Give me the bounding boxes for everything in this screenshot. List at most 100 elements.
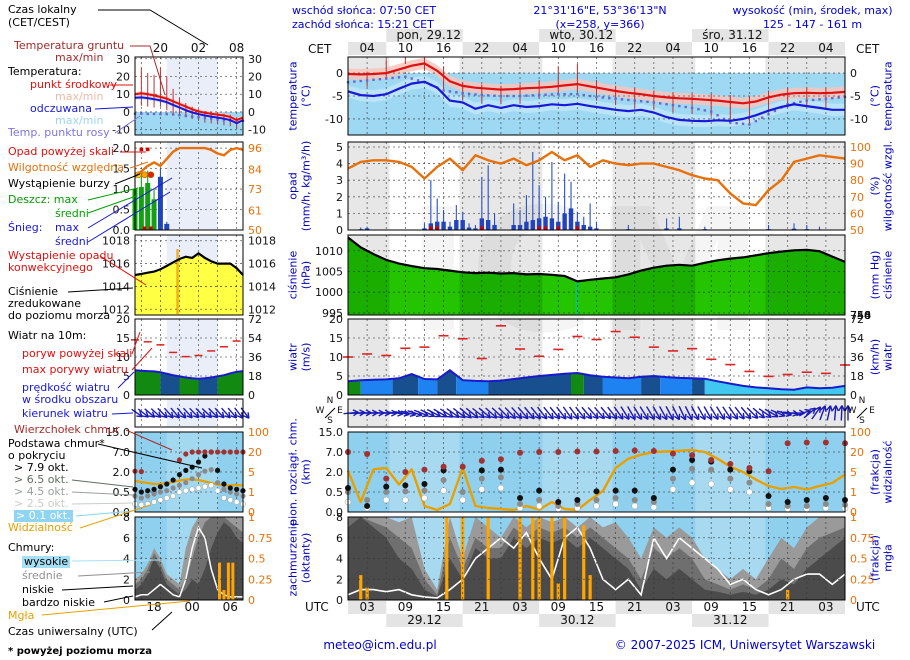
svg-text:1014: 1014 [248, 280, 276, 293]
svg-text:21: 21 [627, 600, 642, 614]
axis-left-wind-title: wiatr [286, 343, 300, 371]
axis-right-humidity-title: wilgotność wzgl. [881, 140, 895, 232]
utc-label-bottom-right: UTC [856, 600, 880, 614]
legend-okta-65: > 6.5 okt. [14, 473, 69, 486]
svg-text:20: 20 [329, 313, 343, 326]
axis-right-pressure-title: ciśnienie [881, 250, 895, 300]
svg-text:1: 1 [850, 511, 857, 524]
panel-clouds: 15.0 7.0 2.0 0.5 0.0 100 20 5 1 0 [319, 426, 872, 519]
legend-snow-max: max [55, 221, 79, 234]
legend-rain-mean: średni [55, 207, 89, 220]
svg-text:E: E [869, 406, 875, 416]
svg-text:2: 2 [336, 191, 343, 204]
legend-ground-maxmin: max/min [55, 51, 104, 64]
svg-text:10: 10 [704, 41, 719, 55]
svg-text:1.5: 1.5 [113, 163, 131, 176]
axis-left-temperature-unit: (°C) [299, 85, 313, 107]
svg-text:03: 03 [818, 600, 833, 614]
legend-temperature-header: Temperatura: [8, 65, 82, 78]
mini-panel-precipitation: 2.0 1.5 1.0 0.5 0.0 96 84 73 61 50 [113, 141, 262, 237]
axis-right-wind-title: wiatr [881, 343, 895, 371]
axis-left-temperature-title: temperatura [286, 61, 300, 131]
svg-text:00: 00 [185, 600, 200, 614]
svg-text:0.5: 0.5 [248, 553, 266, 566]
legend-pressure-3: do poziomu morza [8, 309, 111, 322]
mini-time-axis: 20 02 08 18 00 06 [146, 41, 244, 614]
svg-text:22: 22 [780, 41, 795, 55]
svg-text:0.0: 0.0 [113, 224, 131, 237]
mini-panel-temperature: 30 20 10 0 -10 30 20 10 0 -10 [112, 53, 266, 137]
legend-humidity: Wilgotność względna [8, 161, 125, 174]
svg-text:100: 100 [850, 141, 871, 154]
svg-text:0.25: 0.25 [248, 573, 273, 586]
svg-text:16: 16 [742, 41, 757, 55]
axis-left-pressure-title: ciśnienie [286, 250, 300, 300]
svg-text:1018: 1018 [248, 235, 276, 248]
legend-dew-point: Temp. punktu rosy [8, 126, 110, 139]
svg-text:15: 15 [589, 600, 604, 614]
svg-text:20: 20 [248, 446, 262, 459]
svg-text:72: 72 [850, 313, 864, 326]
legend-cloud-base-1: Podstawa chmur* [8, 437, 105, 450]
svg-text:7.0: 7.0 [113, 446, 131, 459]
svg-text:-5: -5 [850, 90, 861, 103]
svg-text:21: 21 [474, 600, 489, 614]
legend-precip-above-scale: Opad powyżej skali [8, 145, 114, 158]
legend-okta-45: > 4.5 okt. [14, 485, 69, 498]
svg-text:0: 0 [248, 106, 255, 119]
svg-text:995: 995 [322, 307, 343, 320]
svg-text:0.5: 0.5 [326, 486, 344, 499]
svg-text:08: 08 [229, 41, 244, 55]
legend-ground-temp: Temperatura gruntu [14, 39, 125, 52]
svg-text:0.5: 0.5 [113, 486, 131, 499]
cet-label-top-right: CET [856, 42, 880, 56]
svg-text:6: 6 [336, 532, 343, 545]
svg-text:03: 03 [512, 600, 527, 614]
legend-rain-max: Deszcz: max [8, 193, 78, 206]
svg-text:754: 754 [850, 309, 871, 322]
svg-text:60: 60 [850, 207, 864, 220]
svg-text:0: 0 [850, 67, 857, 80]
svg-text:W: W [316, 406, 325, 416]
legend-convective-1: Wystąpienie opadu [8, 249, 114, 262]
svg-text:5: 5 [336, 141, 343, 154]
svg-text:20: 20 [850, 446, 864, 459]
svg-text:10: 10 [116, 88, 130, 101]
svg-text:18: 18 [850, 370, 864, 383]
svg-text:-10: -10 [850, 113, 868, 126]
svg-text:2: 2 [336, 573, 343, 586]
mini-panel-wind: 20 15 10 5 0 72 54 36 18 0 [116, 313, 262, 402]
legend-wind10m: Wiatr na 10m: [8, 329, 87, 342]
svg-text:0: 0 [336, 224, 343, 237]
svg-text:0.5: 0.5 [850, 553, 868, 566]
svg-text:09: 09 [398, 600, 413, 614]
svg-text:0.25: 0.25 [850, 573, 875, 586]
svg-text:E: E [337, 406, 343, 416]
svg-text:30: 30 [116, 53, 130, 66]
panel-wind: 20 15 10 5 0 72 54 36 18 0 [329, 313, 864, 402]
legend-cloud-base-2: o pokryciu [8, 449, 66, 462]
legend-feels-like: odczuwana [30, 102, 92, 115]
axis-right-temperature-title: temperatura [881, 61, 895, 131]
grid-point: (x=258, y=366) [555, 18, 645, 31]
svg-text:0.0: 0.0 [326, 506, 344, 519]
svg-text:10: 10 [551, 41, 566, 55]
cet-label-top-left: CET [308, 42, 332, 56]
legend-cloud-top: Wierzchołek chmur [14, 423, 120, 436]
svg-text:6: 6 [123, 532, 130, 545]
legend-okta-01: > 0.1 okt. [14, 509, 73, 522]
svg-text:5: 5 [123, 370, 130, 383]
svg-text:-10: -10 [248, 124, 266, 137]
legend-storm: Wystąpienie burzy [8, 177, 110, 190]
panel-precipitation: 5 4 3 2 1 0 100 90 80 70 60 50 [336, 141, 871, 237]
svg-text:0: 0 [336, 594, 343, 607]
axis-left-pressure-unit: (hPa) [299, 260, 313, 290]
axis-right-temperature-unit: (°C) [868, 85, 882, 107]
svg-text:72: 72 [248, 313, 262, 326]
svg-text:04: 04 [818, 41, 833, 55]
svg-text:4: 4 [336, 158, 343, 171]
svg-text:04: 04 [512, 41, 527, 55]
svg-text:1: 1 [850, 486, 857, 499]
contact-email-link[interactable]: meteo@icm.edu.pl [323, 638, 437, 652]
